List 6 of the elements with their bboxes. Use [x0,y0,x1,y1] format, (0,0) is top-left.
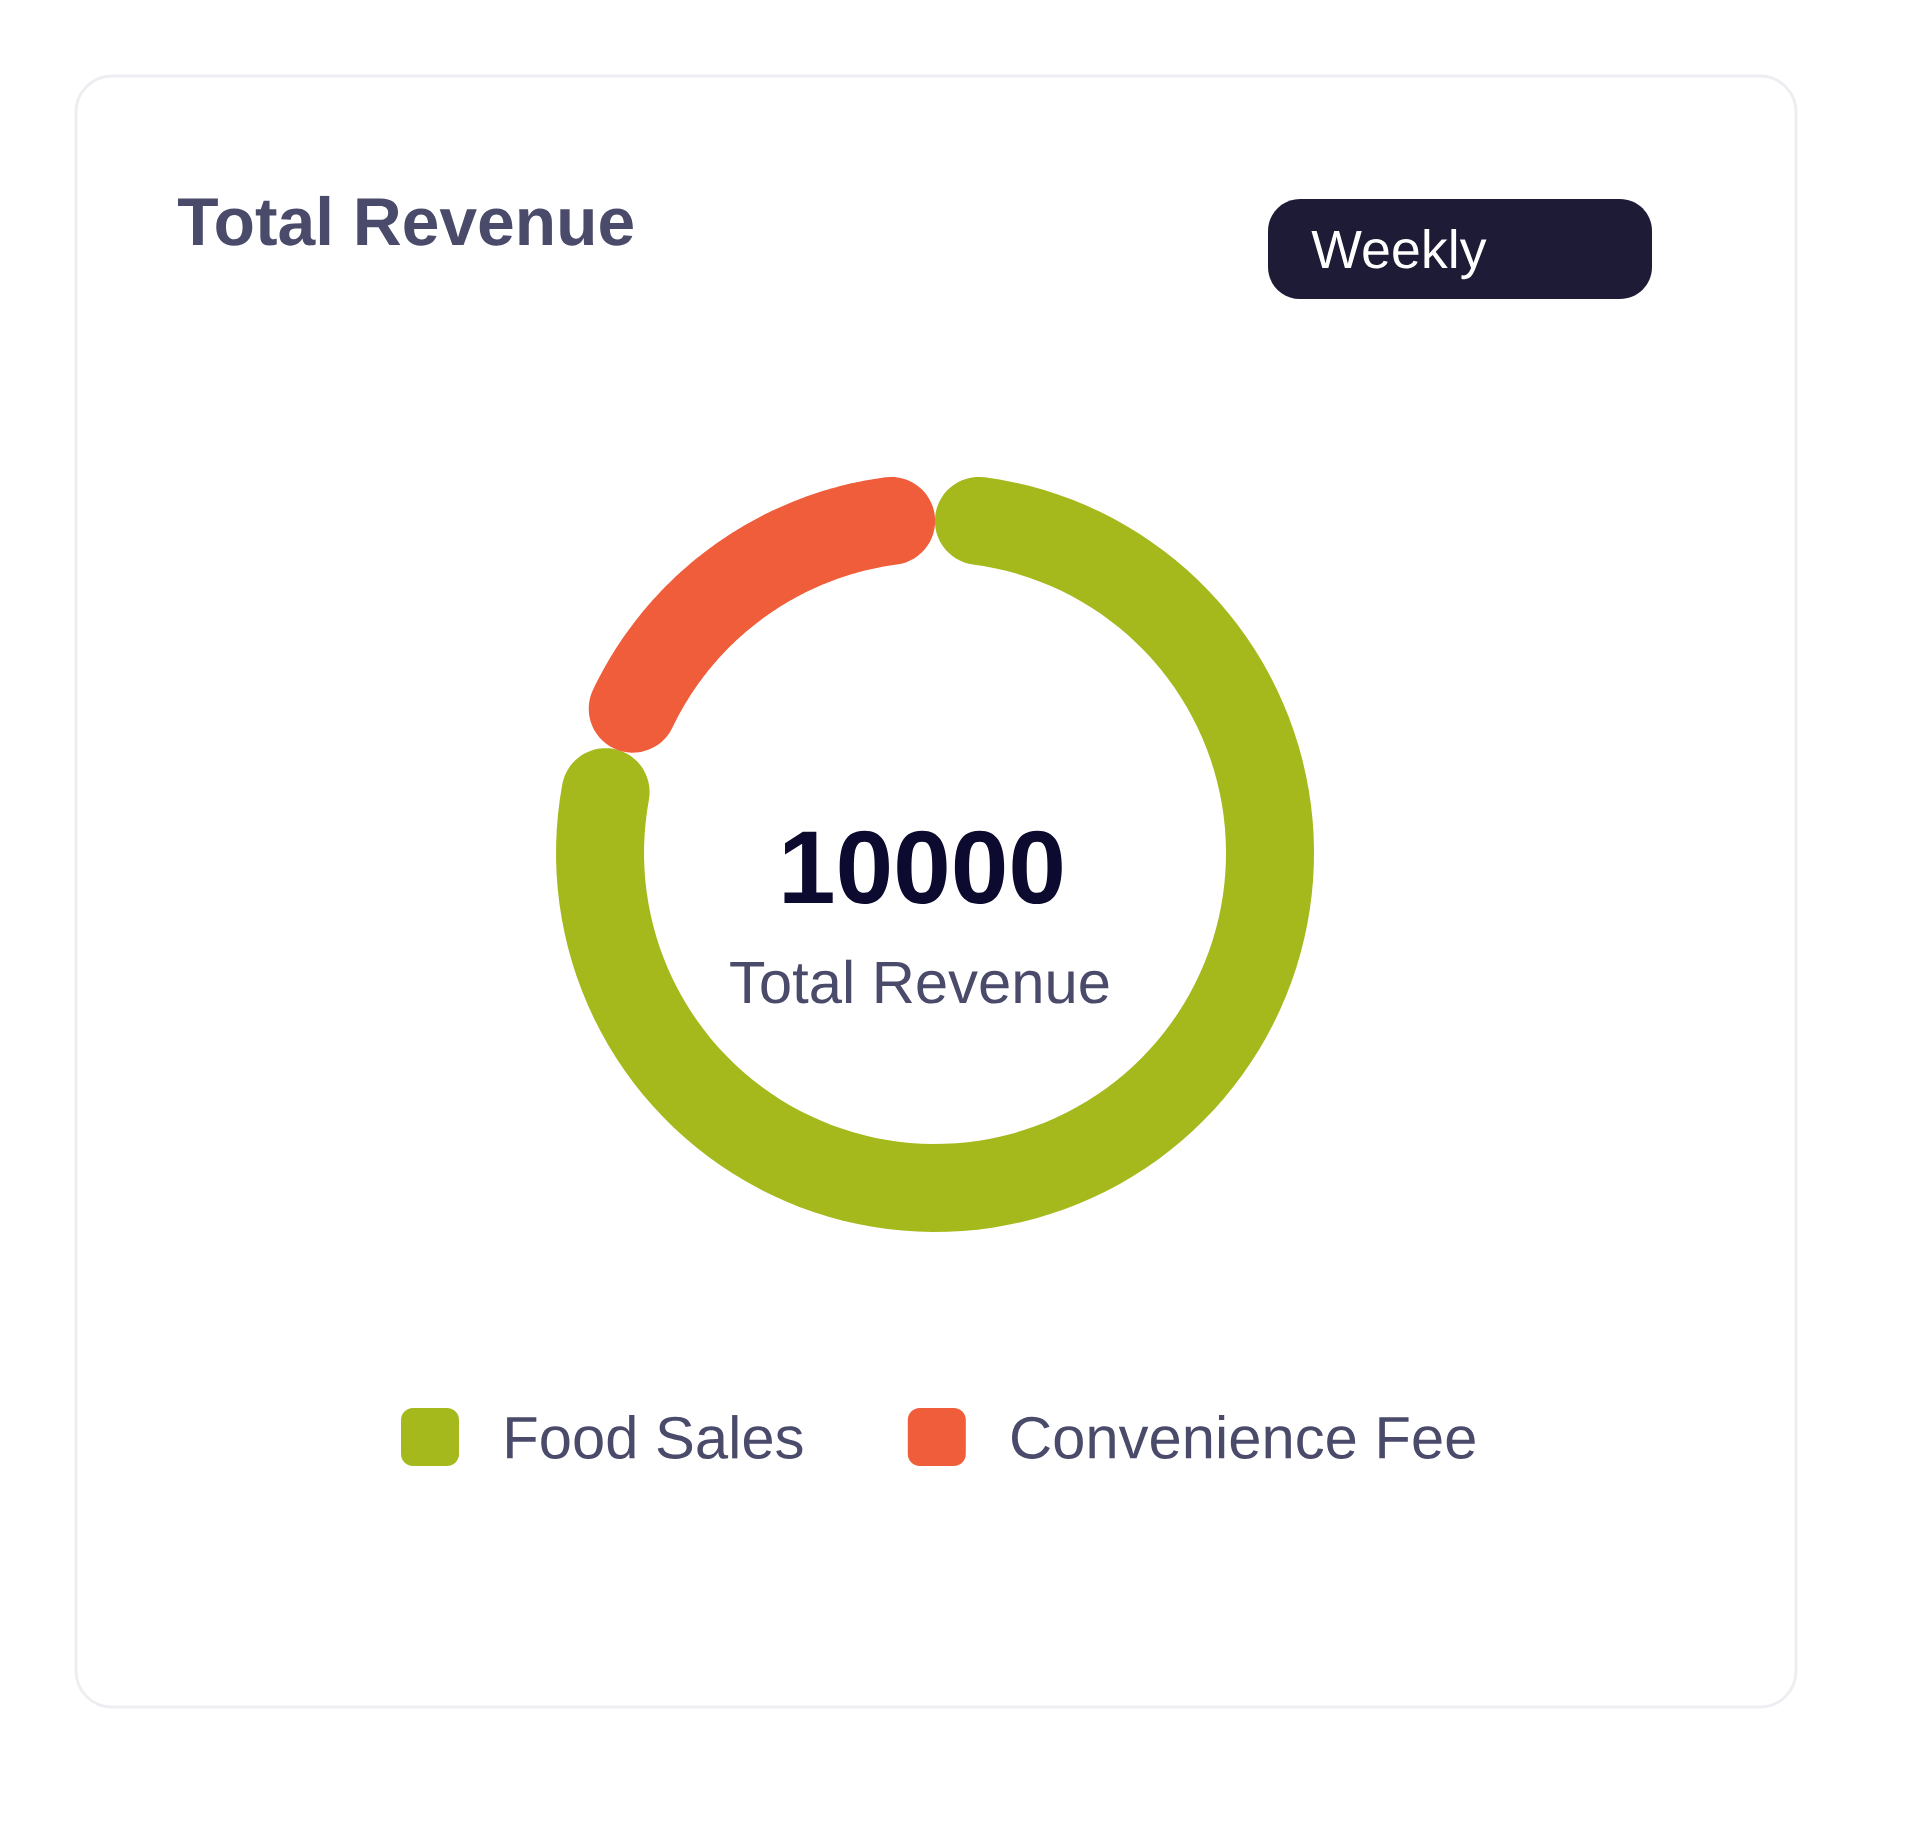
chart-title: Total Revenue [177,195,633,246]
text: 10000 [784,830,1062,905]
legend-label: Food Sales [507,1415,803,1459]
text: Total Revenue [730,959,1109,1004]
legend-label: Convenience Fee [1012,1415,1475,1459]
text: Weekly [1311,229,1487,280]
